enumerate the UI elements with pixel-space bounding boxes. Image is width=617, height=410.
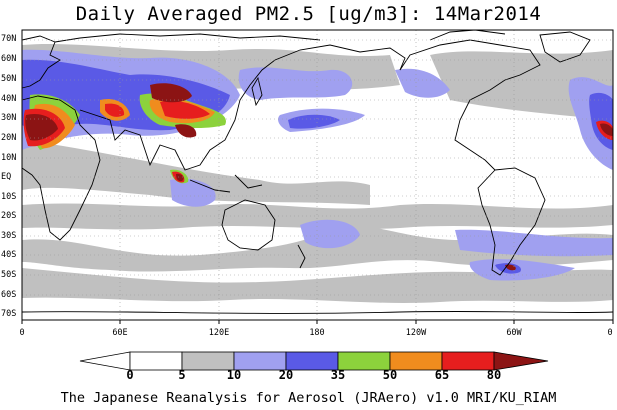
lat-label-10n: 10N <box>1 153 17 163</box>
lat-label-60n: 60N <box>1 54 17 64</box>
colorbar-label-80: 80 <box>486 368 502 382</box>
colorbar-label-50: 50 <box>382 368 398 382</box>
lat-label-70s: 70S <box>1 309 17 319</box>
colorbar-label-35: 35 <box>330 368 346 382</box>
lat-label-40s: 40S <box>1 250 17 260</box>
colorbar-label-5: 5 <box>178 368 186 382</box>
lon-label-120e: 120E <box>208 328 230 338</box>
credit-line: The Japanese Reanalysis for Aerosol (JRA… <box>60 390 557 406</box>
colorbar-label-65: 65 <box>434 368 450 382</box>
map-title: Daily Averaged PM2.5 [ug/m3]: 14Mar2014 <box>75 3 542 25</box>
lat-label-60s: 60S <box>1 290 17 300</box>
colorbar-label-10: 10 <box>226 368 242 382</box>
colorbar-label-20: 20 <box>278 368 294 382</box>
lon-label-0-east: 0 <box>607 328 613 338</box>
lat-label-40n: 40N <box>1 94 17 104</box>
lon-label-60w: 60W <box>506 328 522 338</box>
lat-label-eq: EQ <box>1 172 12 182</box>
colorbar-cell-8 <box>493 351 549 371</box>
colorbar-label-0: 0 <box>126 368 134 382</box>
lon-label-60e: 60E <box>112 328 128 338</box>
lat-label-10s: 10S <box>1 192 17 202</box>
colorbar <box>79 351 549 371</box>
lat-label-50s: 50S <box>1 270 17 280</box>
lat-label-70n: 70N <box>1 34 17 44</box>
lat-label-20s: 20S <box>1 211 17 221</box>
lon-label-180: 180 <box>309 328 325 338</box>
lat-label-30s: 30S <box>1 231 17 241</box>
lat-label-30n: 30N <box>1 113 17 123</box>
lat-label-20n: 20N <box>1 133 17 143</box>
lon-label-120w: 120W <box>405 328 427 338</box>
graticule <box>22 30 613 320</box>
axis-ticks <box>21 320 614 324</box>
lat-label-50n: 50N <box>1 74 17 84</box>
coastlines <box>21 29 614 314</box>
lon-label-0: 0 <box>19 328 25 338</box>
